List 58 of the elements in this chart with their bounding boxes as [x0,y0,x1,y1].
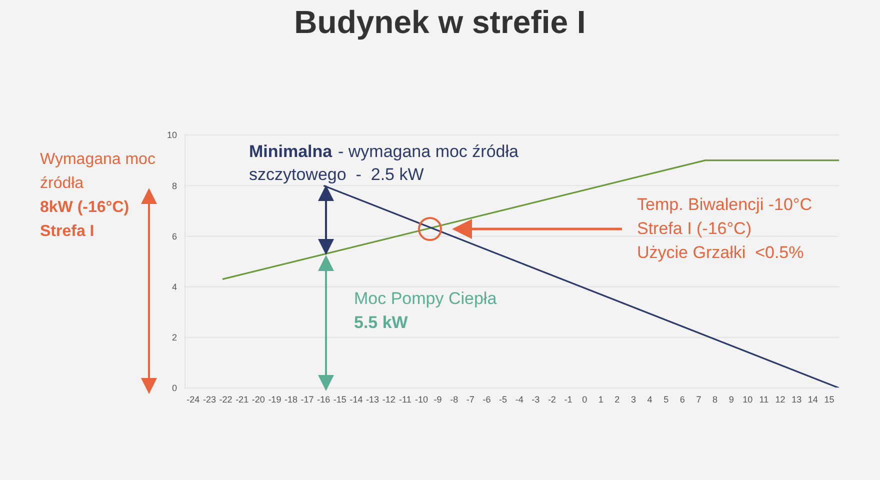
annotation: 5.5 kW [354,312,409,334]
x-tick-label: 9 [728,394,734,404]
y-tick-label: 6 [172,231,177,242]
x-tick-label: -3 [532,394,540,404]
y-tick-label: 2 [172,332,177,343]
x-tick-label: 4 [647,394,652,404]
x-tick-label: -14 [350,394,363,404]
x-tick-label: -6 [482,394,491,404]
chart-title: Budynek w strefie I [293,4,587,41]
x-tick-label: -16 [317,394,330,404]
x-tick-label: -18 [284,394,298,404]
x-tick-label: -7 [466,394,474,404]
x-tick-label: -12 [382,394,396,404]
x-tick-label: 12 [775,394,786,404]
x-tick-label: 2 [614,394,620,404]
x-tick-label: 11 [759,394,769,404]
x-tick-label: -23 [202,394,216,404]
text: Wymagana moc źródła [40,150,156,194]
x-tick-label: 8 [712,394,718,404]
x-tick-label: -20 [252,394,265,404]
x-tick-label: -15 [333,394,346,404]
x-tick-label: 7 [696,394,702,404]
x-tick-label: -4 [515,394,524,404]
y-tick-label: 0 [172,383,177,394]
x-tick-label: 6 [680,394,685,404]
y-tick-label: 10 [166,130,177,140]
x-tick-label: 14 [808,394,818,404]
text: 8kW (-16°C) [40,198,130,218]
x-tick-label: 13 [792,394,802,404]
x-tick-label: 15 [824,394,834,404]
annotation: Minimalna [249,141,334,163]
x-tick-label: -13 [366,394,380,404]
x-tick-label: -21 [236,394,249,404]
x-tick-label: -10 [414,394,428,404]
x-tick-label: -22 [219,394,232,404]
x-tick-label: -1 [564,394,572,404]
x-tick-label: -5 [499,394,508,404]
annotation: Strefa I (-16°C) [637,218,752,240]
x-tick-label: -24 [186,394,200,404]
x-tick-label: -2 [548,394,556,404]
annotation: Temp. Biwalencji -10°C [637,194,813,216]
x-tick-label: 5 [664,394,669,404]
x-tick-label: 0 [582,394,588,404]
y-tick-label: 8 [172,180,177,191]
x-tick-label: 10 [742,394,753,404]
x-tick-label: -17 [300,394,314,404]
x-tick-label: -8 [450,394,458,404]
annotation: szczytowego - 2.5 kW [249,164,425,186]
y-tick-label: 4 [172,282,177,292]
annotation: Moc Pompy Ciepła [354,288,498,310]
text: Strefa I [40,222,96,242]
x-tick-label: 1 [598,394,604,404]
x-tick-label: -9 [434,394,442,404]
x-tick-label: -19 [268,394,282,404]
annotation: - wymagana moc źródła [338,141,520,163]
x-tick-label: 3 [630,394,636,404]
x-tick-label: -11 [399,394,412,404]
annotation: Użycie Grzałki <0.5% [637,242,805,264]
